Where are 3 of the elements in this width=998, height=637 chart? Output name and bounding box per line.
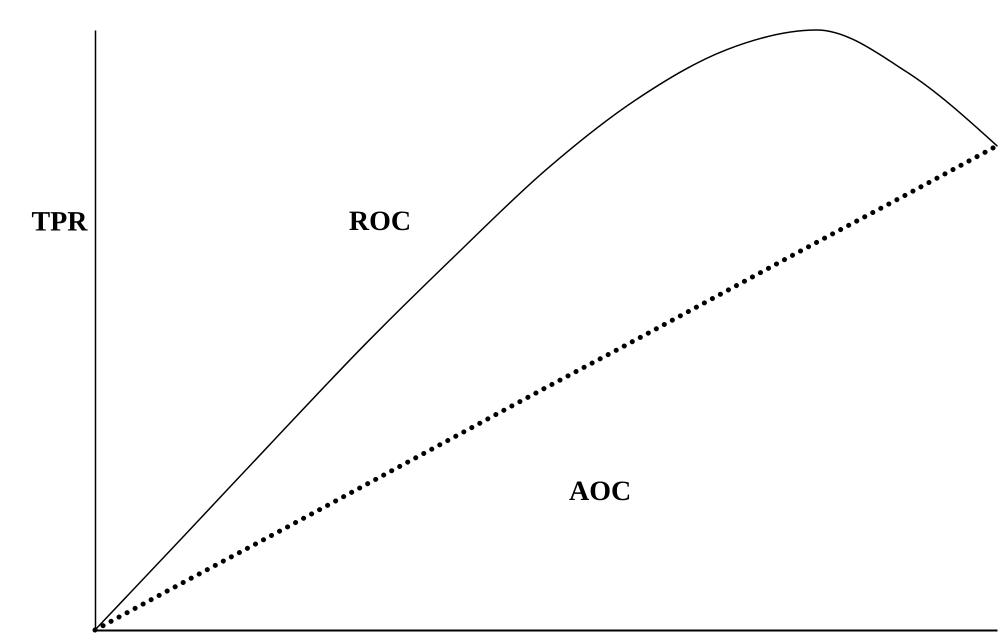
annotation: AOC (569, 476, 632, 507)
y-axis-title: TPR (32, 206, 88, 238)
annotation: ROC (348, 206, 412, 237)
